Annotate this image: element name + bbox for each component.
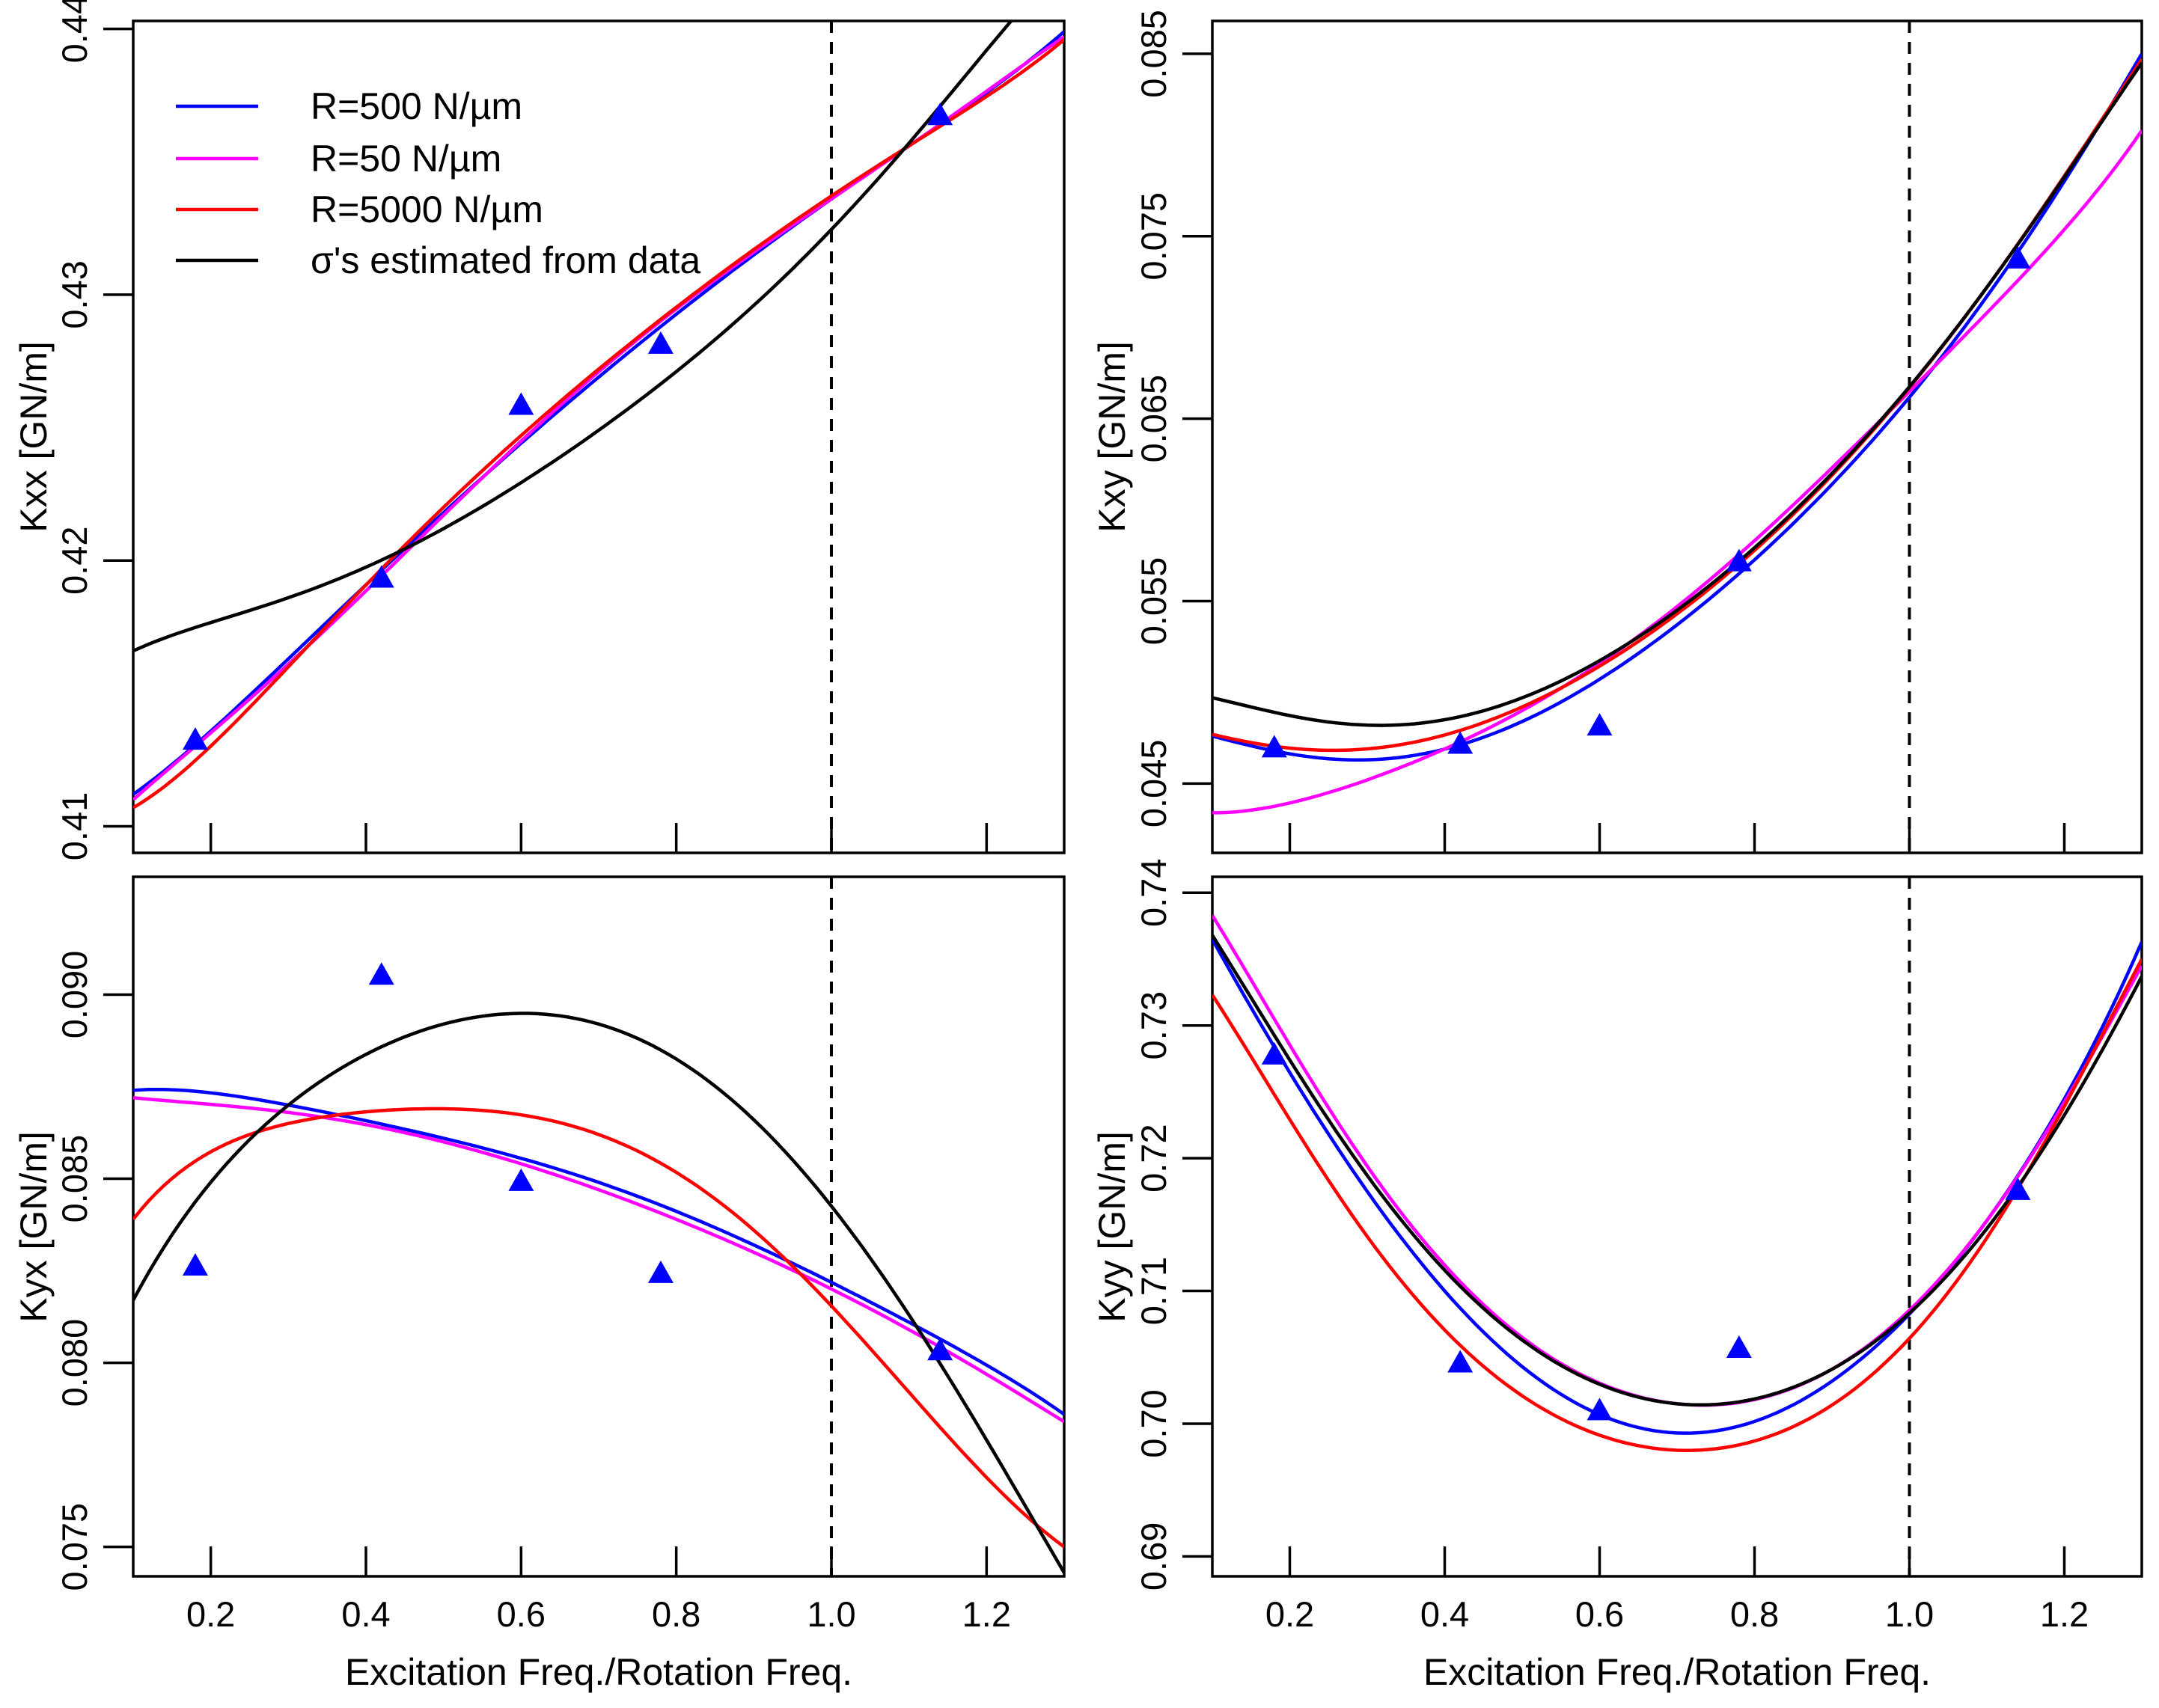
curves-kyx — [133, 1011, 1064, 1574]
series-kyx-r500 — [133, 1087, 1064, 1416]
series-kyx-sigma — [133, 1011, 1064, 1574]
ytick-label-kyx-2: 0.085 — [55, 1135, 94, 1223]
panel-kyy: Kyy [GN/m] 0.2 0.4 0.6 0.8 1.0 1.2 0.69 0.70 0.7… — [1091, 859, 2143, 1693]
data-point-kxx-2 — [508, 392, 534, 415]
curves-kxx — [133, 21, 1064, 809]
series-kxy-r50 — [1212, 129, 2142, 815]
xtick-label-kyy-2: 0.6 — [1575, 1594, 1624, 1634]
ytick-label-kxx-3: 0.44 — [55, 0, 94, 63]
series-kyy-r500 — [1212, 938, 2142, 1435]
panel-kxx: Kxx [GN/m] 0.41 0.42 0.43 0.44 R=500 N/µm R… — [13, 0, 1066, 860]
ytick-label-kxy-3: 0.075 — [1134, 192, 1173, 281]
plot-frame-kxx — [132, 19, 1066, 854]
ytick-label-kxx-0: 0.41 — [55, 792, 94, 860]
plot-frame-kyx — [132, 875, 1066, 1578]
xlabel-left: Excitation Freq./Rotation Freq. — [345, 1651, 852, 1693]
ytick-label-kyx-1: 0.080 — [55, 1319, 94, 1407]
ticks-kxy: 0.045 0.055 0.065 0.075 0.085 — [1134, 10, 2066, 853]
series-kyx-r5000 — [133, 1106, 1064, 1549]
legend-label-r5000: R=5000 N/µm — [311, 189, 543, 230]
series-kxx-r5000 — [133, 38, 1064, 809]
ytick-label-kyy-3: 0.72 — [1134, 1124, 1173, 1192]
points-kyy — [1261, 1041, 2031, 1421]
ytick-label-kxy-1: 0.055 — [1134, 557, 1173, 646]
ticks-kyy: 0.2 0.4 0.6 0.8 1.0 1.2 0.69 0.70 0.71 0.72 0.73 0.… — [1134, 859, 2089, 1634]
ylabel-kyy: Kyy [GN/m] — [1091, 1131, 1133, 1323]
series-kxy-r5000 — [1212, 58, 2142, 753]
data-point-kyx-0 — [182, 1253, 208, 1276]
data-point-kxx-4 — [927, 102, 953, 126]
ytick-label-kxy-0: 0.045 — [1134, 740, 1173, 828]
xtick-label-kyx-1: 0.4 — [341, 1594, 390, 1634]
series-kxy-r500 — [1212, 52, 2142, 762]
ytick-label-kyy-5: 0.74 — [1134, 859, 1173, 927]
curves-kyy — [1212, 914, 2142, 1452]
data-point-kxy-0 — [1261, 735, 1287, 758]
legend: R=500 N/µm R=50 N/µm R=5000 N/µm σ's est… — [176, 85, 700, 281]
ytick-label-kyx-0: 0.075 — [55, 1503, 94, 1591]
xtick-label-kyy-3: 0.8 — [1730, 1594, 1779, 1634]
data-point-kyx-1 — [368, 962, 394, 985]
data-point-kxx-3 — [647, 331, 674, 354]
xtick-label-kyx-5: 1.2 — [962, 1594, 1011, 1634]
xlabel-right: Excitation Freq./Rotation Freq. — [1423, 1651, 1931, 1693]
data-point-kyy-3 — [1726, 1335, 1752, 1359]
panel-kyx: Kyx [GN/m] 0.2 0.4 0.6 0.8 1.0 1.20.0750.0800… — [13, 875, 1066, 1693]
data-point-kyy-0 — [1261, 1041, 1287, 1065]
ytick-label-kyy-2: 0.71 — [1134, 1257, 1173, 1325]
legend-label-r500: R=500 N/µm — [311, 85, 522, 127]
curves-kxy — [1212, 52, 2142, 815]
data-point-kxy-3 — [1726, 548, 1752, 572]
ytick-label-kxx-1: 0.42 — [55, 526, 94, 594]
legend-label-r50: R=50 N/µm — [311, 138, 501, 180]
xtick-label-kyx-4: 1.0 — [807, 1594, 855, 1634]
panel-kxy: Kxy [GN/m] 0.045 0.055 0.065 0.075 0.085 — [1091, 10, 2143, 854]
data-point-kyy-4 — [2005, 1177, 2031, 1200]
ytick-label-kyx-3: 0.090 — [55, 951, 94, 1039]
series-kyy-r50 — [1212, 914, 2142, 1407]
ylabel-kxy: Kxy [GN/m] — [1091, 341, 1133, 533]
points-kxx — [182, 102, 953, 750]
series-kyx-r50 — [133, 1096, 1064, 1424]
xtick-label-kyx-2: 0.6 — [497, 1594, 546, 1634]
ytick-label-kyy-0: 0.69 — [1134, 1522, 1173, 1591]
ytick-label-kxy-4: 0.085 — [1134, 10, 1173, 98]
xtick-label-kyy-5: 1.2 — [2040, 1594, 2089, 1634]
data-point-kyx-3 — [647, 1260, 674, 1283]
series-kyy-r5000 — [1212, 958, 2142, 1452]
xtick-label-kyy-1: 0.4 — [1420, 1594, 1469, 1634]
data-point-kxy-2 — [1587, 713, 1613, 736]
series-kyy-sigma — [1212, 934, 2142, 1407]
data-point-kyx-2 — [508, 1168, 534, 1191]
xtick-label-kyy-0: 0.2 — [1265, 1594, 1314, 1634]
data-point-kyy-2 — [1587, 1398, 1613, 1421]
plot-frame-kyy — [1211, 875, 2143, 1578]
xtick-label-kyy-4: 1.0 — [1885, 1594, 1934, 1634]
xtick-label-kyx-3: 0.8 — [652, 1594, 700, 1634]
data-point-kxx-0 — [182, 727, 208, 750]
ylabel-kyx: Kyx [GN/m] — [13, 1131, 55, 1323]
ylabel-kxx: Kxx [GN/m] — [13, 341, 55, 533]
ytick-label-kxx-2: 0.43 — [55, 260, 94, 328]
points-kxy — [1261, 245, 2031, 758]
points-kyx — [182, 962, 953, 1361]
data-point-kyy-1 — [1447, 1350, 1474, 1373]
series-kxy-sigma — [1212, 61, 2142, 727]
ticks-kyx: 0.2 0.4 0.6 0.8 1.0 1.2 0.075 0.080 0.085 0.090 — [55, 951, 1011, 1634]
ytick-label-kxy-2: 0.065 — [1134, 375, 1173, 463]
plot-frame-kxy — [1211, 19, 2143, 854]
ticks-kxx: 0.41 0.42 0.43 0.44 — [55, 0, 989, 860]
data-point-kyx-4 — [927, 1338, 953, 1361]
legend-label-sigma: σ's estimated from data — [311, 239, 700, 281]
series-kxx-sigma — [133, 21, 1014, 653]
ytick-label-kyy-1: 0.70 — [1134, 1389, 1173, 1457]
data-point-kxx-1 — [368, 565, 394, 588]
data-point-kxy-1 — [1447, 731, 1474, 754]
data-point-kxy-4 — [2005, 245, 2031, 269]
xtick-label-kyx-0: 0.2 — [186, 1594, 235, 1634]
ytick-label-kyy-4: 0.73 — [1134, 991, 1173, 1059]
